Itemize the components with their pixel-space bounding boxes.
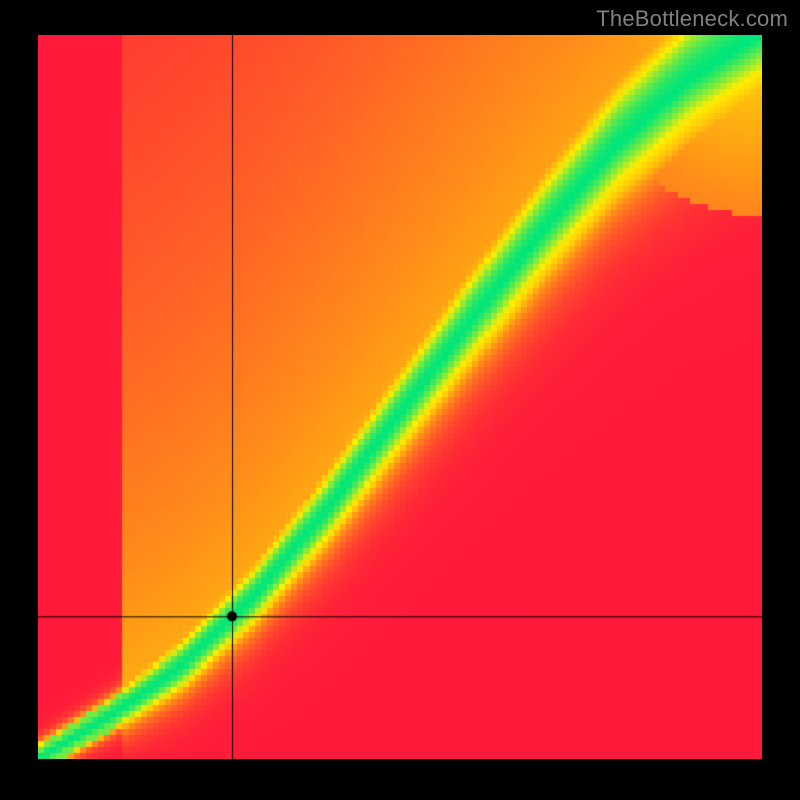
root-container: TheBottleneck.com	[0, 0, 800, 800]
heatmap-canvas	[38, 35, 762, 759]
heatmap-plot	[38, 35, 762, 759]
watermark-text: TheBottleneck.com	[596, 6, 788, 32]
